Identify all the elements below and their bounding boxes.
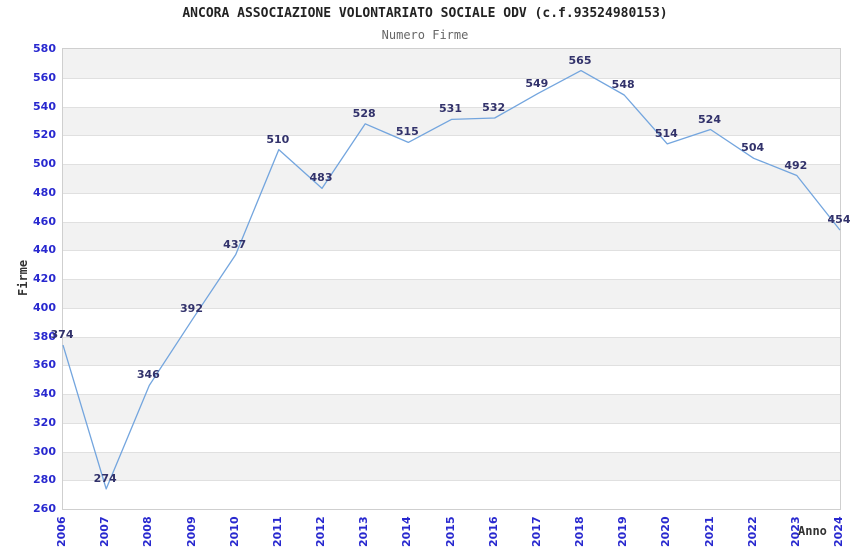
data-label: 531 xyxy=(439,102,462,116)
data-label: 437 xyxy=(223,237,247,251)
x-tick-label: 2008 xyxy=(141,516,155,547)
gridline xyxy=(63,279,840,280)
data-label: 346 xyxy=(136,368,160,382)
plot-band xyxy=(63,394,840,423)
x-tick-label: 2015 xyxy=(443,516,457,547)
y-tick-label: 540 xyxy=(33,99,56,113)
chart-subtitle: Numero Firme xyxy=(381,28,469,42)
y-tick-label: 580 xyxy=(33,42,56,55)
y-tick-label: 420 xyxy=(33,272,56,285)
plot-band xyxy=(63,77,840,107)
x-tick-label: 2012 xyxy=(314,516,327,547)
y-tick-label: 280 xyxy=(33,473,56,487)
gridline xyxy=(63,451,840,453)
gridline xyxy=(63,106,840,108)
y-tick-label: 300 xyxy=(33,444,56,458)
x-tick-label: 2010 xyxy=(227,516,241,547)
x-tick-label: 2006 xyxy=(55,516,68,547)
data-label: 565 xyxy=(568,53,592,67)
plot-band xyxy=(63,480,840,509)
x-tick-label: 2014 xyxy=(400,516,414,547)
gridline xyxy=(63,192,840,194)
data-label: 515 xyxy=(395,125,419,139)
gridline xyxy=(63,394,840,395)
plot-band xyxy=(63,135,840,164)
plot-band xyxy=(63,164,840,193)
x-tick-label: 2019 xyxy=(616,516,630,547)
gridline xyxy=(63,336,840,338)
data-label: 483 xyxy=(309,171,333,185)
plot-band xyxy=(63,422,840,452)
chart-title: ANCORA ASSOCIAZIONE VOLONTARIATO SOCIALE… xyxy=(182,6,668,21)
data-label: 374 xyxy=(50,328,74,342)
data-label: 532 xyxy=(482,101,506,114)
gridline xyxy=(63,422,840,424)
y-tick-label: 380 xyxy=(33,329,56,343)
plot-band xyxy=(63,365,840,394)
data-label: 548 xyxy=(611,78,635,91)
x-tick-label: 2017 xyxy=(529,516,543,547)
gridline xyxy=(63,221,840,223)
y-tick-label: 260 xyxy=(33,502,56,515)
x-tick-label: 2024 xyxy=(832,516,845,547)
gridline xyxy=(63,250,840,252)
plot-band xyxy=(63,221,840,251)
x-tick-label: 2018 xyxy=(573,516,586,547)
x-tick-label: 2011 xyxy=(270,516,284,547)
data-label: 549 xyxy=(525,76,549,90)
x-tick-label: 2021 xyxy=(702,516,716,547)
y-tick-label: 480 xyxy=(33,185,56,199)
data-label: 524 xyxy=(698,112,721,126)
gridline xyxy=(63,307,840,309)
x-tick-label: 2016 xyxy=(486,516,500,547)
y-tick-label: 560 xyxy=(33,70,56,84)
x-tick-label: 2020 xyxy=(659,516,673,547)
gridline xyxy=(63,135,840,137)
data-label: 504 xyxy=(741,141,765,155)
y-tick-label: 400 xyxy=(33,300,56,314)
y-tick-label: 320 xyxy=(33,415,56,429)
y-tick-label: 440 xyxy=(33,243,56,257)
x-tick-label: 2007 xyxy=(98,516,112,547)
gridline xyxy=(63,365,840,367)
line-series xyxy=(62,69,841,490)
y-axis-title: Firme xyxy=(16,259,30,296)
data-label: 274 xyxy=(93,471,117,485)
gridline xyxy=(63,480,840,482)
y-tick-label: 500 xyxy=(33,157,56,170)
plot-band xyxy=(63,106,840,136)
data-label: 514 xyxy=(654,126,678,140)
plot-band xyxy=(63,336,840,366)
data-label: 454 xyxy=(827,213,850,227)
plot-band xyxy=(63,250,840,279)
y-tick-label: 340 xyxy=(33,387,56,400)
gridline xyxy=(63,164,840,165)
plot-band xyxy=(63,451,840,481)
x-axis-title: Anno xyxy=(798,524,827,538)
plot-band xyxy=(63,279,840,308)
x-tick-label: 2009 xyxy=(184,516,198,547)
y-tick-label: 460 xyxy=(33,214,56,228)
y-tick-label: 360 xyxy=(33,358,56,372)
x-tick-label: 2013 xyxy=(357,516,371,547)
data-label: 510 xyxy=(266,132,290,146)
gridline xyxy=(63,77,840,79)
plot-band xyxy=(63,307,840,337)
plot-band xyxy=(63,192,840,222)
plot-band xyxy=(63,49,840,78)
data-label: 392 xyxy=(180,302,203,316)
y-tick-label: 520 xyxy=(33,128,56,142)
x-tick-label: 2022 xyxy=(745,516,759,547)
data-label: 528 xyxy=(352,106,376,120)
data-label: 492 xyxy=(784,158,808,172)
plot-area xyxy=(62,48,841,510)
